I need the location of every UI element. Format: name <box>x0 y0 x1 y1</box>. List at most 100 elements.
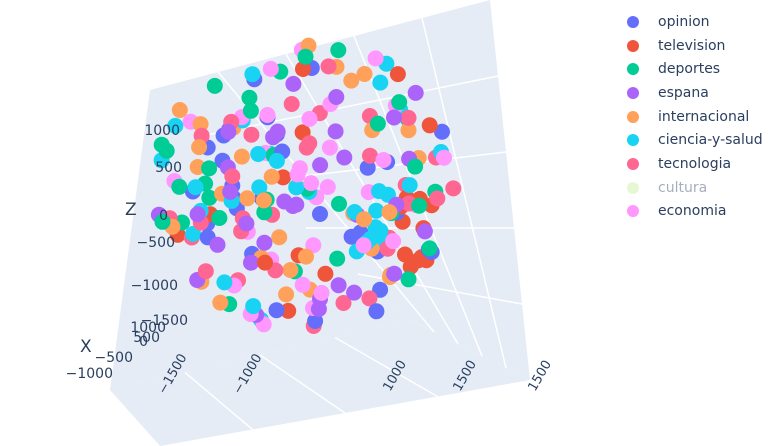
data-point-tecnologia <box>320 58 337 75</box>
data-point-economia <box>301 110 318 127</box>
data-point-internacional <box>343 72 360 89</box>
data-point-television <box>295 61 311 77</box>
data-point-tecnologia <box>335 295 352 311</box>
legend-item-tecnologia[interactable]: tecnologia <box>618 152 763 176</box>
legend-marker-icon <box>627 39 639 52</box>
data-point-opinion <box>268 302 285 319</box>
data-point-espana <box>327 123 344 140</box>
x-tick-label: 500 <box>133 330 160 346</box>
legend-marker-icon <box>627 86 639 99</box>
data-point-internacional <box>212 294 229 311</box>
grid-line <box>334 336 438 398</box>
data-point-ciencia-y-salud <box>187 179 204 196</box>
data-point-internacional <box>381 204 398 221</box>
data-point-tecnologia <box>197 263 214 280</box>
data-point-espana <box>209 236 226 253</box>
data-point-espana <box>265 129 282 146</box>
data-point-deportes <box>421 240 438 257</box>
legend-item-espana[interactable]: espana <box>618 81 763 105</box>
data-point-economia <box>319 179 336 195</box>
data-point-economia <box>294 276 311 293</box>
legend-label: tecnologia <box>658 155 732 172</box>
data-point-ciencia-y-salud <box>371 183 387 200</box>
data-point-opinion <box>312 206 328 222</box>
data-points <box>150 37 462 334</box>
y-tick-label: −1500 <box>141 313 188 329</box>
data-point-espana <box>346 284 363 301</box>
data-point-espana <box>416 223 433 240</box>
data-point-ciencia-y-salud <box>167 117 184 134</box>
data-point-ciencia-y-salud <box>372 74 389 91</box>
data-point-economia <box>385 233 402 250</box>
data-point-tecnologia <box>301 135 318 152</box>
data-point-opinion <box>343 228 360 245</box>
data-point-deportes <box>329 250 346 267</box>
legend-marker-icon <box>627 157 639 170</box>
data-point-espana <box>284 198 301 214</box>
data-point-ciencia-y-salud <box>251 179 268 196</box>
data-point-espana <box>328 89 345 105</box>
data-point-tecnologia <box>224 168 241 185</box>
data-point-internacional <box>356 211 372 228</box>
data-point-espana <box>189 206 206 223</box>
grid-line <box>201 75 499 137</box>
data-point-deportes <box>201 160 218 177</box>
data-point-economia <box>262 60 279 77</box>
legend-item-ciencia-y-salud[interactable]: ciencia-y-salud <box>618 128 763 152</box>
legend-item-deportes[interactable]: deportes <box>618 57 763 81</box>
z-tick-label: 500 <box>155 160 182 176</box>
data-point-television <box>275 169 292 186</box>
floor-wall <box>110 320 530 446</box>
data-point-ciencia-y-salud <box>245 298 262 315</box>
legend-label: opinion <box>658 13 710 30</box>
data-point-television <box>402 258 419 275</box>
legend-marker-icon <box>627 181 639 194</box>
data-point-opinion <box>368 303 385 320</box>
data-point-espana <box>336 149 353 166</box>
data-point-television <box>257 254 273 271</box>
data-point-opinion <box>359 159 376 176</box>
legend-marker-icon <box>627 205 639 218</box>
data-point-television <box>389 66 406 83</box>
data-point-tecnologia <box>243 126 260 143</box>
data-point-espana <box>256 234 273 251</box>
legend-marker-icon <box>627 134 639 147</box>
data-point-ciencia-y-salud <box>185 225 202 242</box>
data-point-deportes <box>391 94 408 111</box>
legend-marker-icon <box>627 15 639 28</box>
x-tick-label: −500 <box>95 350 133 366</box>
legend-marker-icon <box>627 63 639 76</box>
data-point-deportes <box>153 136 170 153</box>
legend-item-cultura[interactable]: cultura <box>618 176 763 200</box>
legend-item-opinion[interactable]: opinion <box>618 10 763 34</box>
legend-label: espana <box>658 84 709 101</box>
data-point-deportes <box>331 195 347 212</box>
data-point-tecnologia <box>283 96 300 112</box>
data-point-economia <box>259 107 276 123</box>
data-point-espana <box>238 215 255 232</box>
x-axis-title: X <box>80 337 92 357</box>
legend-item-television[interactable]: television <box>618 34 763 58</box>
data-point-espana <box>312 157 329 174</box>
legend: opinion television deportes espana inter… <box>618 10 763 223</box>
data-point-espana <box>310 301 327 317</box>
legend-item-internacional[interactable]: internacional <box>618 105 763 129</box>
data-point-espana <box>407 84 424 101</box>
data-point-ciencia-y-salud <box>401 177 418 194</box>
data-point-espana <box>243 254 259 271</box>
legend-item-economia[interactable]: economia <box>618 200 763 224</box>
data-point-deportes <box>369 115 386 132</box>
data-point-tecnologia <box>445 180 462 197</box>
data-point-ciencia-y-salud <box>216 274 233 291</box>
data-point-economia <box>303 175 320 192</box>
legend-marker-icon <box>627 110 639 123</box>
data-point-economia <box>313 284 330 301</box>
data-point-deportes <box>411 197 428 214</box>
data-point-internacional <box>233 148 250 165</box>
x-tick-label: −1000 <box>66 366 113 382</box>
data-point-internacional <box>192 116 209 133</box>
data-point-internacional <box>400 122 417 139</box>
data-point-tecnologia <box>361 290 378 307</box>
data-point-deportes <box>297 48 314 65</box>
